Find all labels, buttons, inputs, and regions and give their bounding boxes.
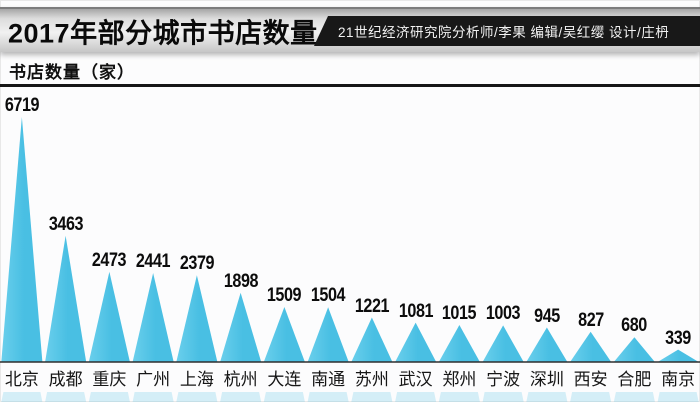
peak-base-reflection — [351, 392, 393, 402]
peak-base-reflection — [1, 392, 43, 402]
value-label-深圳: 945 — [534, 305, 560, 327]
peak-base-reflection — [526, 392, 568, 402]
value-label-南通: 1504 — [310, 285, 346, 307]
value-label-上海: 2379 — [179, 253, 215, 275]
peak-base-reflection — [88, 392, 130, 402]
peak-宁波 — [482, 325, 524, 362]
city-label-郑州: 郑州 — [442, 370, 477, 389]
city-label-南京: 南京 — [661, 370, 696, 389]
peak-西安 — [570, 331, 612, 362]
value-label-宁波: 1003 — [485, 303, 521, 325]
value-label-郑州: 1015 — [442, 303, 477, 324]
value-label-南京: 339 — [665, 327, 691, 349]
peak-成都 — [45, 235, 87, 362]
peak-base-reflection — [613, 392, 655, 402]
value-label-成都: 3463 — [48, 213, 83, 235]
peak-郑州 — [438, 325, 480, 362]
peak-base-reflection — [132, 392, 174, 402]
city-label-重庆: 重庆 — [92, 370, 127, 389]
city-label-深圳: 深圳 — [529, 370, 564, 389]
chart-title: 2017年部分城市书店数量 — [8, 18, 318, 48]
city-label-上海: 上海 — [179, 370, 214, 389]
value-label-杭州: 1898 — [223, 270, 258, 292]
peak-重庆 — [88, 271, 130, 362]
peak-南京 — [657, 349, 699, 362]
city-label-苏州: 苏州 — [354, 370, 389, 389]
top-rule — [0, 84, 700, 87]
city-label-杭州: 杭州 — [223, 370, 258, 389]
peak-深圳 — [526, 327, 568, 362]
value-label-重庆: 2473 — [92, 249, 127, 271]
city-label-武汉: 武汉 — [398, 370, 433, 389]
peak-base-reflection — [438, 392, 480, 402]
value-label-武汉: 1081 — [398, 300, 433, 322]
peak-base-reflection — [220, 392, 262, 402]
peak-base-reflection — [45, 392, 87, 402]
credits-bar: 21世纪经济研究院分析师/李果 编辑/吴红缨 设计/庄枬 — [314, 16, 700, 46]
city-label-西安: 西安 — [573, 370, 608, 389]
peak-北京 — [1, 117, 43, 362]
peak-武汉 — [395, 322, 437, 362]
peak-杭州 — [220, 292, 262, 362]
value-label-西安: 827 — [577, 309, 604, 331]
peak-南通 — [307, 307, 349, 362]
city-label-南通: 南通 — [311, 370, 346, 389]
triangle-peaks-chart — [0, 117, 700, 402]
header-bar: 2017年部分城市书店数量 21世纪经济研究院分析师/李果 编辑/吴红缨 设计/… — [0, 7, 700, 52]
city-label-大连: 大连 — [267, 370, 302, 389]
peak-base-reflection — [482, 392, 524, 402]
city-label-广州: 广州 — [136, 370, 171, 389]
peak-base-reflection — [307, 392, 349, 402]
credits-text: 21世纪经济研究院分析师/李果 编辑/吴红缨 设计/庄枬 — [338, 25, 670, 40]
value-label-合肥: 680 — [621, 315, 648, 337]
x-axis-city-labels: 北京 成都 重庆 广州 上海 杭州 大连 南通 苏州 武汉 郑州 宁波 深圳 西安 合肥 南京 — [0, 365, 700, 390]
peak-大连 — [263, 307, 305, 362]
y-axis-label: 书店数量（家） — [9, 63, 135, 82]
value-label-北京: 6719 — [4, 95, 40, 116]
value-label-大连: 1509 — [267, 285, 302, 306]
city-label-宁波: 宁波 — [486, 370, 521, 389]
chart-area: 6719 3463 2473 2441 2379 1898 1509 1504 1221 1081… — [0, 89, 700, 402]
peak-合肥 — [613, 337, 655, 362]
peak-base-reflection — [570, 392, 612, 402]
peak-base-reflection — [176, 392, 218, 402]
peak-base-reflection — [263, 392, 305, 402]
value-label-广州: 2441 — [135, 251, 171, 272]
peak-广州 — [132, 273, 174, 362]
city-label-合肥: 合肥 — [617, 370, 652, 389]
city-label-成都: 成都 — [48, 370, 83, 389]
peak-base-reflection — [395, 392, 437, 402]
city-label-北京: 北京 — [4, 370, 39, 389]
peak-苏州 — [351, 317, 393, 362]
peak-上海 — [176, 275, 218, 362]
peak-base-reflection — [657, 392, 699, 402]
value-label-苏州: 1221 — [354, 295, 390, 317]
